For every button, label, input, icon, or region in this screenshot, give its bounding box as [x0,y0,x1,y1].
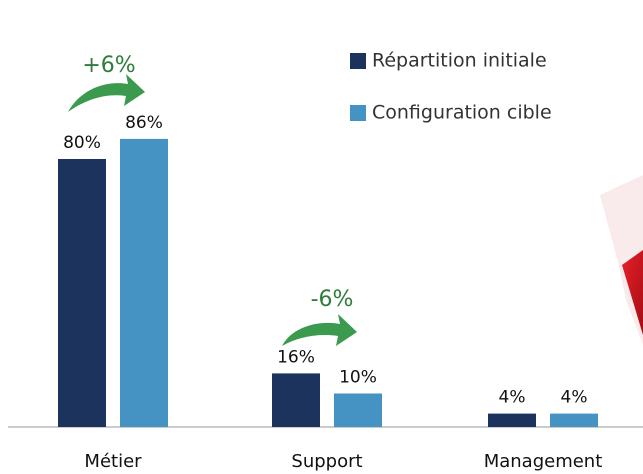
arrow [282,314,357,346]
value-label: 80% [63,133,101,153]
value-label: 16% [277,347,315,367]
bar [58,159,106,427]
bar [488,413,536,427]
x-tick-label: Métier [84,451,142,472]
x-tick-label: Management [484,451,603,472]
arrow [68,74,145,112]
decoration [622,250,643,335]
bar [550,413,598,427]
x-tick-label: Support [291,451,362,472]
value-label: 86% [125,113,163,133]
bar [272,373,320,427]
value-label: 10% [339,368,377,388]
legend-swatch [350,105,366,121]
annotation: +6% [82,53,135,78]
value-label: 4% [561,388,588,408]
decoration [600,175,643,345]
legend-swatch [350,53,366,69]
annotation: -6% [311,287,354,312]
legend-label: Répartition initiale [372,50,547,72]
value-label: 4% [499,388,526,408]
legend-label: Configuration cible [372,102,552,124]
bar [334,393,382,427]
bar [120,138,168,427]
